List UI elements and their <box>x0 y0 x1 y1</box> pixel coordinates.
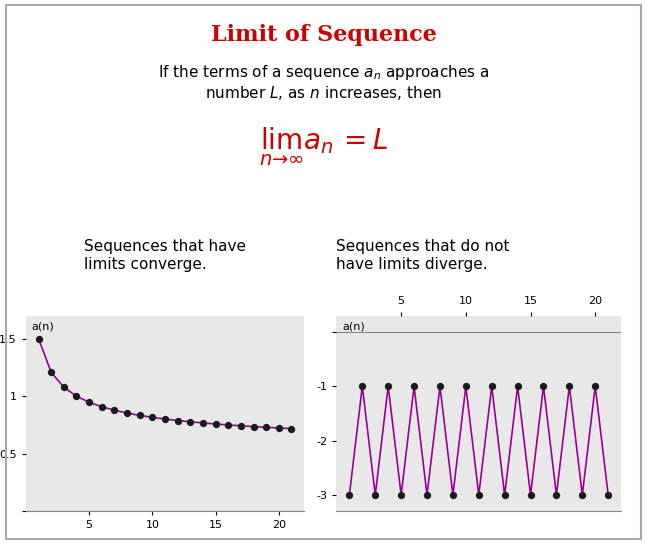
Point <box>435 382 445 391</box>
Point <box>223 421 234 429</box>
Point <box>160 415 170 423</box>
Text: a(n): a(n) <box>342 322 365 331</box>
Text: If the terms of a sequence $a_n$ approaches a: If the terms of a sequence $a_n$ approac… <box>158 63 489 82</box>
Point <box>383 382 393 391</box>
Point <box>59 383 69 392</box>
Point <box>499 491 510 499</box>
Point <box>34 334 44 343</box>
Point <box>448 491 458 499</box>
Point <box>135 411 145 420</box>
Point <box>603 491 613 499</box>
Point <box>198 419 208 428</box>
Point <box>261 423 271 432</box>
Text: $\lim_{n\to\infty} a_n = L$: $\lim_{n\to\infty} a_n = L$ <box>259 125 388 168</box>
Point <box>71 392 82 400</box>
Point <box>147 413 157 422</box>
Point <box>46 368 56 376</box>
Text: Sequences that do not
have limits diverge.: Sequences that do not have limits diverg… <box>336 239 510 272</box>
Point <box>370 491 380 499</box>
Point <box>590 382 600 391</box>
Text: Limit of Sequence: Limit of Sequence <box>210 24 437 46</box>
Point <box>248 422 259 431</box>
Text: Sequences that have
limits converge.: Sequences that have limits converge. <box>84 239 246 272</box>
Point <box>396 491 406 499</box>
Point <box>538 382 549 391</box>
Point <box>96 403 107 411</box>
Point <box>357 382 367 391</box>
Point <box>173 416 183 425</box>
Point <box>185 417 195 426</box>
Point <box>461 382 471 391</box>
Point <box>474 491 484 499</box>
Point <box>551 491 562 499</box>
Point <box>422 491 432 499</box>
Point <box>525 491 536 499</box>
Point <box>577 491 587 499</box>
Point <box>236 422 246 430</box>
Text: a(n): a(n) <box>32 322 54 331</box>
Point <box>564 382 575 391</box>
Point <box>274 424 284 432</box>
Text: number $L$, as $n$ increases, then: number $L$, as $n$ increases, then <box>205 84 442 102</box>
Point <box>487 382 497 391</box>
Point <box>286 424 296 433</box>
Point <box>512 382 523 391</box>
Point <box>84 398 94 406</box>
Point <box>409 382 419 391</box>
Point <box>344 491 355 499</box>
Point <box>122 409 132 417</box>
Point <box>210 419 221 428</box>
Point <box>109 406 120 415</box>
